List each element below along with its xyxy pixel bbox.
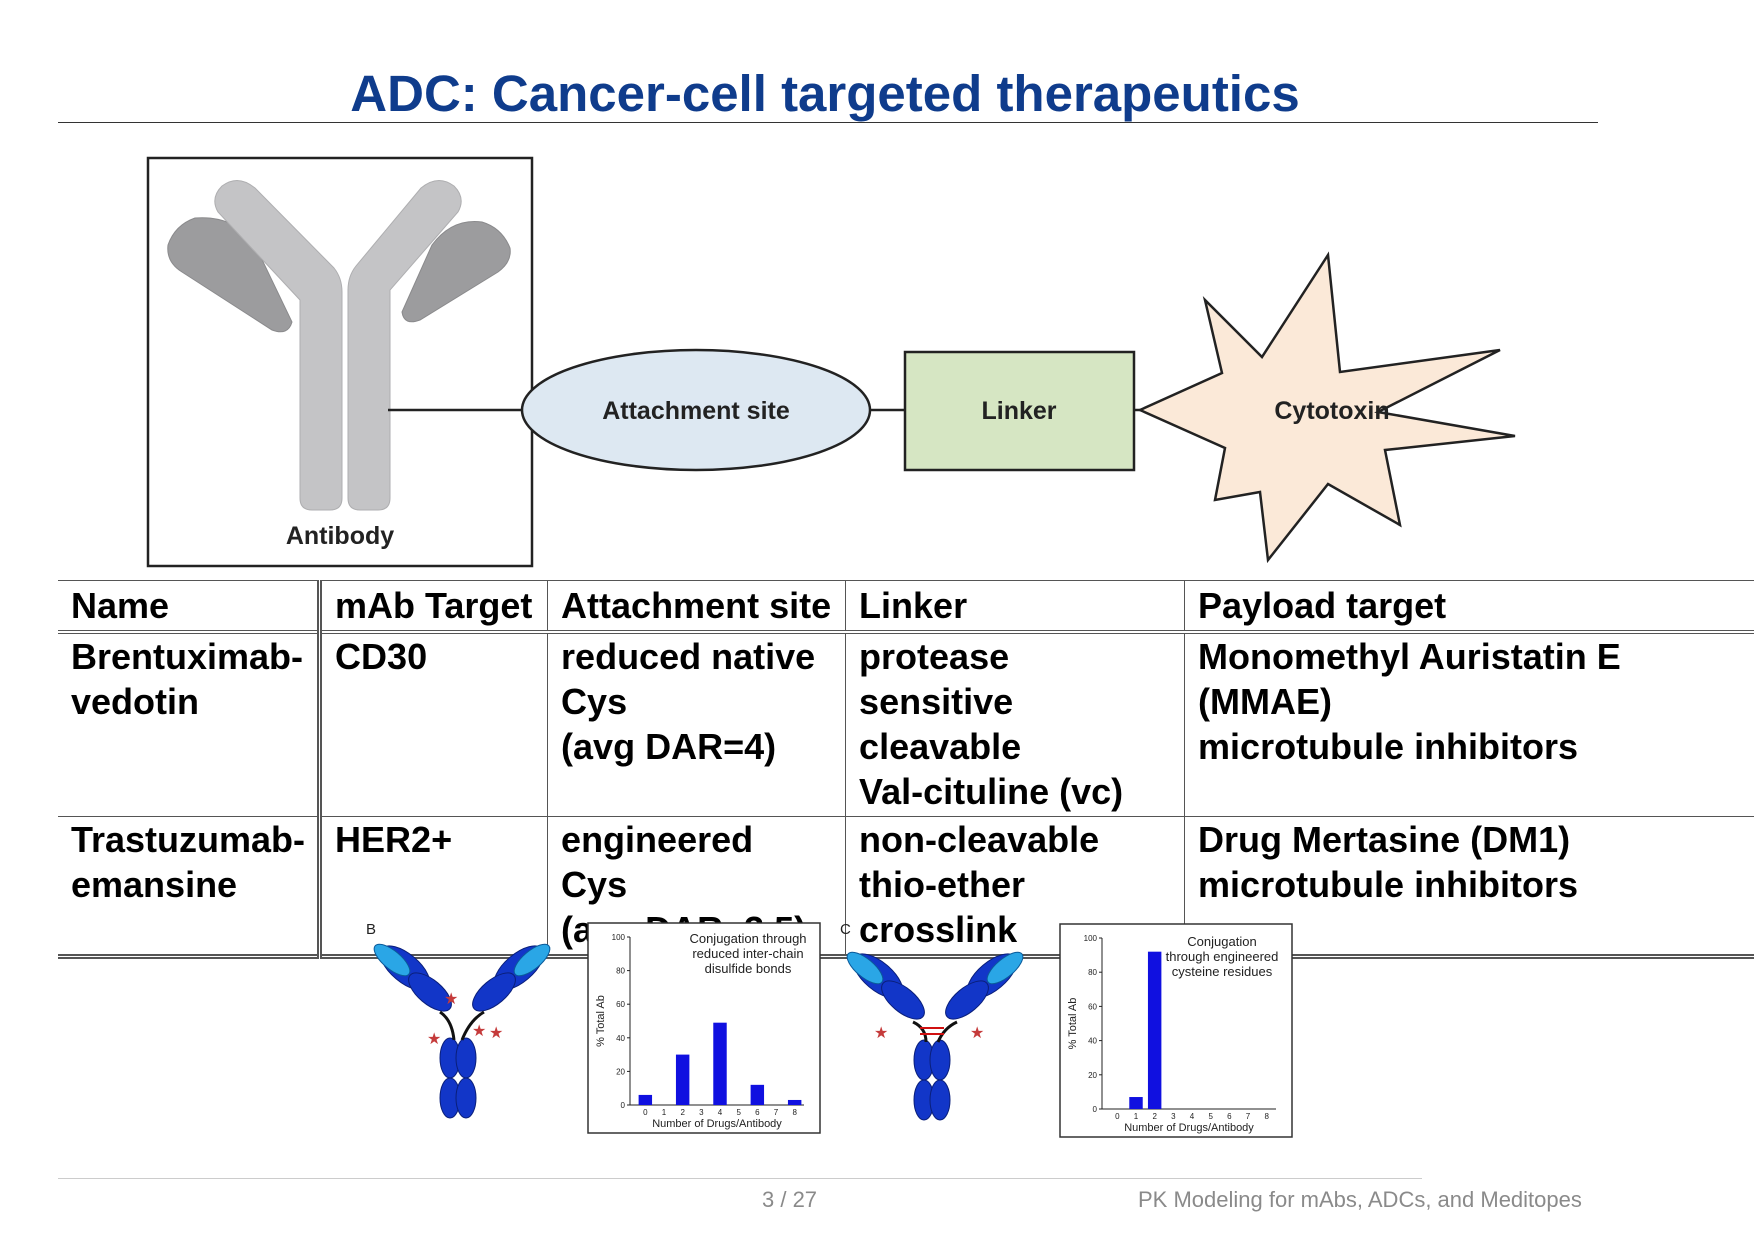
chart-c-xtick-label: 6 [1227, 1112, 1232, 1121]
cell-target: CD30 [319, 632, 549, 817]
cell-target: HER2+ [319, 816, 549, 957]
chart-c-xtick-label: 4 [1190, 1112, 1195, 1121]
chart-c-xtick-label: 2 [1152, 1112, 1157, 1121]
chart-b-title-line3: disulfide bonds [705, 961, 792, 976]
chart-c-xlabel: Number of Drugs/Antibody [1124, 1122, 1254, 1134]
cell-attachment: engineered Cys (avg DAR=3.5) [547, 816, 847, 957]
chart-b-ytick-label: 0 [621, 1101, 626, 1110]
header-payload-target: Payload target [1198, 585, 1447, 626]
chart-c-ytick-label: 0 [1093, 1105, 1098, 1114]
attachment-site-shape [520, 348, 872, 472]
chart-c-xtick-label: 1 [1134, 1112, 1139, 1121]
chart-c-xtick-label: 0 [1115, 1112, 1120, 1121]
cell-name: Brentuximab-vedotin [58, 632, 323, 817]
chart-c-bar [1147, 951, 1162, 1109]
chart-c-xtick-label: 5 [1208, 1112, 1213, 1121]
header-mab-target: mAb Target [319, 580, 549, 632]
chart-b-bar [638, 1094, 653, 1105]
chart-b-xlabel: Number of Drugs/Antibody [652, 1118, 782, 1130]
cell-name: Trastuzumab-emansine [58, 816, 323, 957]
chart-c-ylabel: % Total Ab [1067, 998, 1079, 1050]
chart-c-xtick-label: 7 [1246, 1112, 1251, 1121]
cytotoxin-label: Cytotoxin [1274, 397, 1389, 425]
page-number: 3 / 27 [762, 1187, 818, 1212]
adc-diagram: Antibody Attachment site Linker Cytotoxi… [146, 156, 1516, 568]
chart-c-ytick-label: 20 [1088, 1071, 1097, 1080]
antibody-label: Antibody [286, 522, 394, 550]
chart-c-xtick-label: 8 [1264, 1112, 1269, 1121]
chart-b-xtick-label: 5 [736, 1108, 741, 1117]
svg-text:★: ★ [472, 1021, 486, 1040]
chart-c-ytick-label: 80 [1088, 968, 1097, 977]
cytotoxin-starburst [1136, 251, 1516, 564]
adc-table: Name mAb Target Attachment site Linker P… [58, 580, 1754, 959]
chart-b-xtick-label: 4 [718, 1108, 723, 1117]
svg-text:★: ★ [874, 1023, 888, 1042]
antibody-heavy-chain-right [347, 180, 462, 511]
chart-c-title-line3: cysteine residues [1172, 964, 1273, 979]
chart-b-bar [750, 1084, 765, 1105]
header-linker: Linker [845, 580, 1186, 632]
antibody-heavy-chain-left [214, 180, 343, 511]
cell-linker: protease sensitive cleavable Val-cituline … [845, 632, 1186, 817]
slide-title: ADC: Cancer-cell targeted therapeutics [350, 65, 1300, 122]
footer-divider [58, 1178, 1422, 1179]
chart-b-ytick-label: 40 [616, 1034, 625, 1043]
chart-b-ytick-label: 20 [616, 1067, 625, 1076]
title-divider [58, 122, 1598, 123]
chart-b-xtick-label: 7 [774, 1108, 779, 1117]
antibody-light-chain-right [401, 220, 511, 323]
linker-label: Linker [981, 397, 1056, 425]
cell-attachment: reduced native Cys (avg DAR=4) [547, 632, 847, 817]
cell-linker: non-cleavable thio-ether crosslink [845, 816, 1186, 957]
svg-text:★: ★ [970, 1023, 984, 1042]
chart-b-ytick-label: 80 [616, 967, 625, 976]
chart-b-xtick-label: 0 [643, 1108, 648, 1117]
header-attachment-site: Attachment site [547, 580, 847, 632]
chart-b-xtick-label: 6 [755, 1108, 760, 1117]
chart-b-bar [675, 1054, 690, 1105]
chart-b-xtick-label: 8 [792, 1108, 797, 1117]
header-name: Name [58, 580, 323, 632]
chart-b-ylabel: % Total Ab [595, 995, 607, 1047]
table-row: Brentuximab-vedotin CD30 reduced native C… [58, 632, 1754, 817]
chart-c-ytick-label: 40 [1088, 1037, 1097, 1046]
chart-c-bar [1129, 1097, 1143, 1109]
chart-c-xtick-label: 3 [1171, 1112, 1176, 1121]
svg-text:★: ★ [489, 1023, 503, 1042]
attachment-site-label: Attachment site [602, 397, 790, 425]
chart-b-xtick-label: 3 [699, 1108, 704, 1117]
svg-text:★: ★ [427, 1029, 441, 1048]
chart-b-bar [787, 1099, 802, 1105]
deck-title: PK Modeling for mAbs, ADCs, and Meditope… [1138, 1187, 1582, 1212]
chart-c-ytick-label: 60 [1088, 1002, 1097, 1011]
cell-payload: Drug Mertasine (DM1) microtubule inhibito… [1198, 819, 1579, 905]
chart-b-bar [713, 1022, 727, 1105]
table-row: Trastuzumab-emansine HER2+ engineered Cys… [58, 816, 1754, 957]
cell-payload: Monomethyl Auristatin E (MMAE) microtubul… [1198, 636, 1621, 767]
chart-b-xtick-label: 2 [680, 1108, 685, 1117]
linker-shape [903, 350, 1136, 472]
svg-text:★: ★ [444, 989, 458, 1008]
chart-b-ytick-label: 60 [616, 1000, 625, 1009]
chart-b-xtick-label: 1 [662, 1108, 667, 1117]
table-header-row: Name mAb Target Attachment site Linker P… [58, 580, 1754, 632]
